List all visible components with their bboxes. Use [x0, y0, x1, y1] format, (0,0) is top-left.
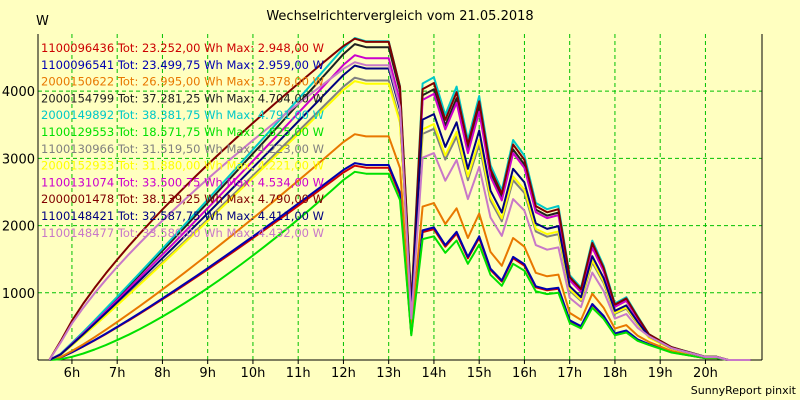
x-tick-label: 12h	[331, 366, 356, 381]
legend-entry: 1100130966 Tot: 31.519,50 Wh Max: 4.223,…	[41, 142, 324, 156]
y-tick-label: 3000	[2, 152, 35, 167]
x-tick-label: 6h	[64, 366, 81, 381]
x-tick-label: 11h	[286, 366, 311, 381]
legend-entry: 1100131074 Tot: 33.500,75 Wh Max: 4.534,…	[41, 175, 324, 189]
x-tick-label: 8h	[154, 366, 171, 381]
y-tick-label: 4000	[2, 85, 35, 100]
series-line	[49, 133, 751, 361]
series-line	[48, 61, 751, 361]
series-line	[48, 37, 751, 361]
chart-title: Wechselrichtervergleich vom 21.05.2018	[266, 9, 534, 24]
legend-entry: 2000152933 Tot: 31.880,00 Wh Max: 4.221,…	[41, 159, 324, 173]
x-tick-label: 20h	[693, 366, 718, 381]
legend-entry: 2000001478 Tot: 38.139,25 Wh Max: 4.790,…	[41, 192, 324, 206]
x-tick-label: 7h	[109, 366, 126, 381]
legend-entry: 1100148477 Tot: 33.580,00 Wh Max: 4.432,…	[41, 226, 324, 240]
x-tick-label: 19h	[648, 366, 673, 381]
legend-entry: 1100096541 Tot: 23.499,75 Wh Max: 2.959,…	[41, 58, 324, 72]
legend-entry: 1100096436 Tot: 23.252,00 Wh Max: 2.948,…	[41, 41, 324, 55]
series-line	[49, 162, 751, 361]
y-axis-unit: W	[36, 14, 49, 29]
legend-entry: 2000150622 Tot: 26.995,00 Wh Max: 3.378,…	[41, 75, 324, 89]
legend-entry: 2000149892 Tot: 38.381,75 Wh Max: 4.791,…	[41, 108, 324, 122]
x-tick-label: 9h	[199, 366, 216, 381]
credit-label: SunnyReport pinxit	[690, 384, 796, 397]
x-tick-label: 14h	[422, 366, 447, 381]
x-tick-label: 15h	[467, 366, 492, 381]
x-tick-label: 10h	[241, 366, 266, 381]
x-tick-label: 18h	[603, 366, 628, 381]
y-tick-label: 1000	[2, 287, 35, 302]
legend-entry: 1100129553 Tot: 18.571,75 Wh Max: 2.825,…	[41, 125, 324, 139]
series-line	[49, 170, 751, 361]
x-tick-label: 13h	[376, 366, 401, 381]
x-tick-label: 17h	[557, 366, 582, 381]
legend-entry: 1100148421 Tot: 32.587,75 Wh Max: 4.411,…	[41, 209, 324, 223]
legend-entry: 2000154799 Tot: 37.281,25 Wh Max: 4.704,…	[41, 91, 324, 105]
x-tick-label: 16h	[512, 366, 537, 381]
y-tick-label: 2000	[2, 220, 35, 235]
